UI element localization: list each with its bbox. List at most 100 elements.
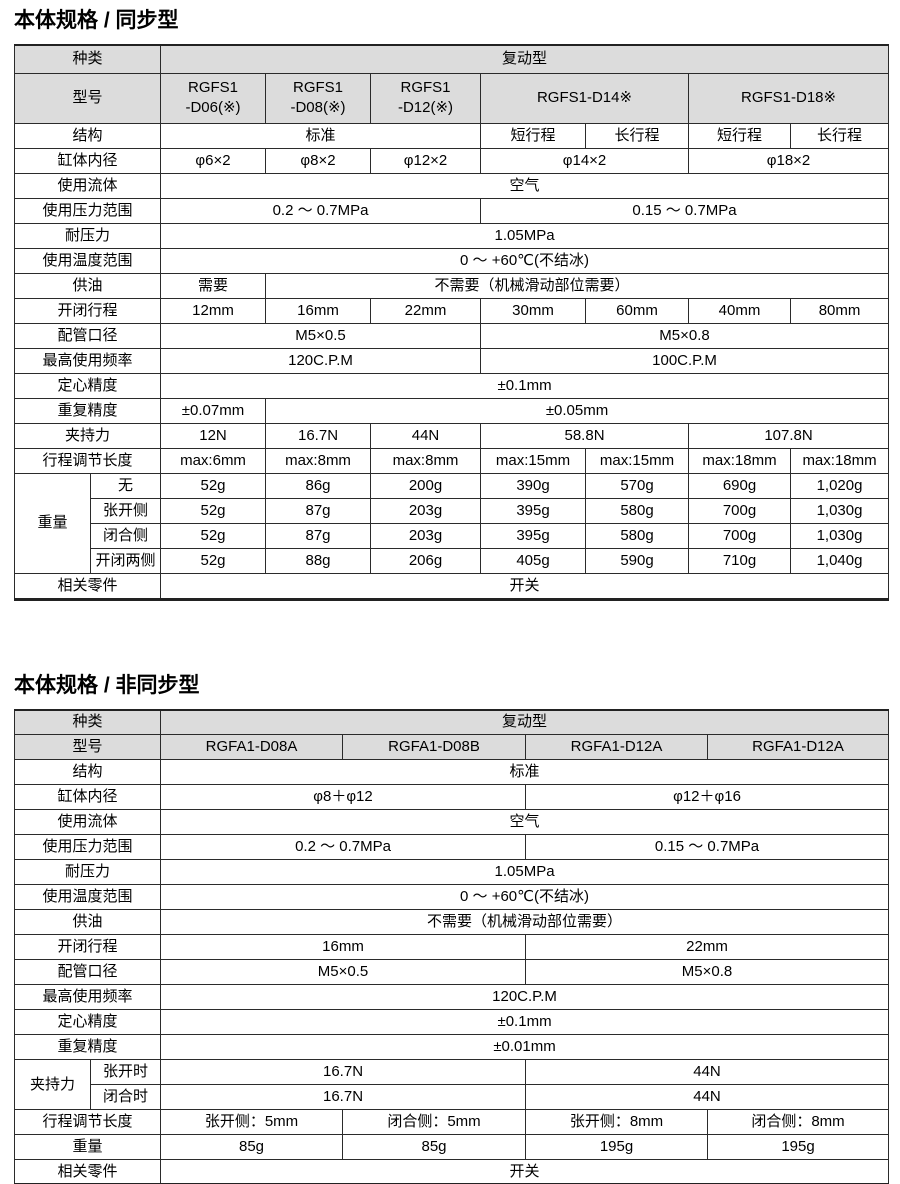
table-row: 配管口径 M5×0.5 M5×0.8 xyxy=(13,959,890,985)
table-cell: 0.15 ～ 0.7MPa xyxy=(480,197,890,224)
table-cell: M5×0.8 xyxy=(480,322,890,349)
table-cell: φ6×2 xyxy=(160,147,267,174)
row-label: 使用压力范围 xyxy=(13,834,162,860)
table-cell: max:8mm xyxy=(370,447,482,474)
table-cell: 203g xyxy=(370,497,482,524)
table-cell: 长行程 xyxy=(585,122,690,149)
table-cell: 空气 xyxy=(160,172,890,199)
table-cell: 22mm xyxy=(370,297,482,324)
column-header: RGFA1-D12A xyxy=(525,734,709,760)
table-row: 结构 标准 短行程 长行程 短行程 长行程 xyxy=(13,122,890,149)
table-row: 使用压力范围 0.2 ～ 0.7MPa 0.15 ～ 0.7MPa xyxy=(13,197,890,224)
table-row: 耐压力 1.05MPa xyxy=(13,859,890,885)
table-cell: ±0.05mm xyxy=(265,397,890,424)
table-cell: 700g xyxy=(688,497,792,524)
row-label: 耐压力 xyxy=(13,859,162,885)
table-cell: 0 ～ +60℃(不结冰) xyxy=(160,247,890,274)
section-sync-type: 本体规格 / 同步型 种类 复动型 型号 RGFS1 -D06(※) RGFS1 -D0… xyxy=(13,8,890,601)
row-label: 重量 xyxy=(14,472,91,574)
column-header: RGFA1-D08B xyxy=(342,734,527,760)
table-cell: 88g xyxy=(265,547,372,574)
table-cell: 40mm xyxy=(688,297,792,324)
table-cell: ±0.01mm xyxy=(160,1034,890,1060)
column-header: RGFS1-D14※ xyxy=(480,72,690,124)
table-row: 相关零件 开关 xyxy=(13,1159,890,1184)
row-sublabel: 张开时 xyxy=(89,1059,162,1085)
table-cell: 52g xyxy=(160,547,267,574)
row-label: 重复精度 xyxy=(13,397,162,424)
table-cell: 需要 xyxy=(160,272,267,299)
page-title: 本体规格 / 同步型 xyxy=(14,9,179,32)
table-cell: 0.15 ～ 0.7MPa xyxy=(525,834,890,860)
table-row: 使用压力范围 0.2 ～ 0.7MPa 0.15 ～ 0.7MPa xyxy=(13,834,890,860)
row-label: 开闭行程 xyxy=(13,934,162,960)
table-cell: 1,020g xyxy=(790,472,890,499)
table-cell: φ8×2 xyxy=(265,147,372,174)
table-cell: 张开侧：5mm xyxy=(160,1109,344,1135)
row-label: 供油 xyxy=(13,272,162,299)
table-row: 型号 RGFA1-D08A RGFA1-D08B RGFA1-D12A RGFA1-D1… xyxy=(13,734,890,760)
table-cell: 不需要（机械滑动部位需要） xyxy=(160,909,890,935)
table-cell: M5×0.5 xyxy=(160,959,527,985)
table-cell: 不需要（机械滑动部位需要） xyxy=(265,272,890,299)
table-row: 开闭两侧 52g 88g 206g 405g 590g 710g 1,040g xyxy=(15,547,890,574)
row-label: 最高使用频率 xyxy=(13,984,162,1010)
row-label: 使用流体 xyxy=(13,172,162,199)
table-cell: 58.8N xyxy=(480,422,690,449)
table-cell: φ18×2 xyxy=(688,147,890,174)
row-label: 型号 xyxy=(13,734,162,760)
row-sublabel: 闭合时 xyxy=(89,1084,162,1110)
table-row: 缸体内径 φ8＋φ12 φ12＋φ16 xyxy=(13,784,890,810)
table-cell: 390g xyxy=(480,472,587,499)
table-cell: 16mm xyxy=(160,934,527,960)
row-label: 重量 xyxy=(13,1134,162,1160)
table-cell: 16.7N xyxy=(160,1084,527,1110)
table-cell: 0.2 ～ 0.7MPa xyxy=(160,197,482,224)
table-row: 夹持力 张开时 16.7N 44N xyxy=(14,1059,890,1110)
table-row: 结构 标准 xyxy=(13,759,890,785)
column-header: RGFS1 -D12(※) xyxy=(370,72,482,124)
table-cell: 短行程 xyxy=(688,122,792,149)
row-label: 重复精度 xyxy=(13,1034,162,1060)
table-cell: 标准 xyxy=(160,759,890,785)
table-cell: ±0.1mm xyxy=(160,1009,890,1035)
row-sublabel: 开闭两侧 xyxy=(89,547,162,574)
column-header: RGFA1-D08A xyxy=(160,734,344,760)
table-cell: 195g xyxy=(707,1134,890,1160)
table-cell: 590g xyxy=(585,547,690,574)
table-cell: 标准 xyxy=(160,122,482,149)
table-row: 缸体内径 φ6×2 φ8×2 φ12×2 φ14×2 φ18×2 xyxy=(13,147,890,174)
table-cell: 22mm xyxy=(525,934,890,960)
table-cell: 206g xyxy=(370,547,482,574)
row-label: 使用流体 xyxy=(13,809,162,835)
table-cell: 52g xyxy=(160,522,267,549)
table-cell: 30mm xyxy=(480,297,587,324)
table-row: 行程调节长度 max:6mm max:8mm max:8mm max:15mm max:1… xyxy=(13,447,890,474)
table-cell: 16mm xyxy=(265,297,372,324)
table-cell: 长行程 xyxy=(790,122,890,149)
column-header: 复动型 xyxy=(160,709,890,735)
table-cell: max:15mm xyxy=(585,447,690,474)
row-label: 供油 xyxy=(13,909,162,935)
table-cell: 87g xyxy=(265,522,372,549)
column-header: RGFS1 -D08(※) xyxy=(265,72,372,124)
table-cell: 1,030g xyxy=(790,497,890,524)
column-header: 复动型 xyxy=(160,44,890,74)
page-title: 本体规格 / 非同步型 xyxy=(14,673,200,697)
row-label: 结构 xyxy=(13,759,162,785)
table-row: 闭合侧 52g 87g 203g 395g 580g 700g 1,030g xyxy=(15,522,890,549)
table-cell: 100C.P.M xyxy=(480,347,890,374)
table-cell: 52g xyxy=(160,497,267,524)
table-cell: 85g xyxy=(342,1134,527,1160)
table-cell: 短行程 xyxy=(480,122,587,149)
spec-table-sync: 种类 复动型 型号 RGFS1 -D06(※) RGFS1 -D08(※) RGFS1 -… xyxy=(13,44,890,601)
table-cell: 405g xyxy=(480,547,587,574)
row-label: 型号 xyxy=(13,72,162,124)
table-row: 种类 复动型 xyxy=(13,709,890,735)
table-cell: 44N xyxy=(370,422,482,449)
table-cell: φ8＋φ12 xyxy=(160,784,527,810)
row-label: 夹持力 xyxy=(14,1059,91,1110)
table-cell: ±0.07mm xyxy=(160,397,267,424)
table-row: 供油 需要 不需要（机械滑动部位需要） xyxy=(13,272,890,299)
table-cell: 395g xyxy=(480,522,587,549)
